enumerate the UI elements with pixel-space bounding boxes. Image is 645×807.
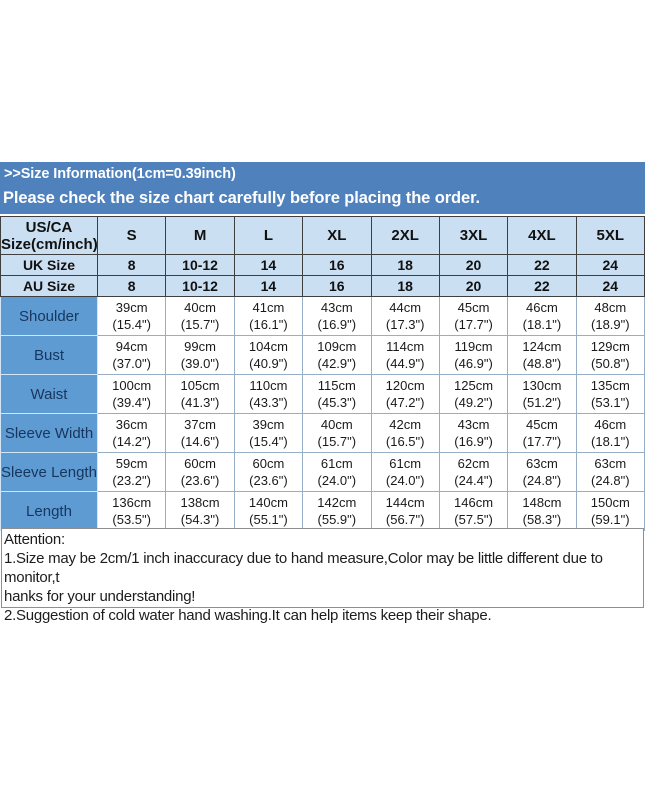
region-size-value: 8 [96,275,167,297]
region-size-label: UK Size [0,254,98,276]
size-value-cell: 100cm (39.4") [96,374,167,414]
size-value-cell: 39cm (15.4") [233,413,304,453]
region-size-value: 10-12 [165,275,235,297]
size-value-cell: 109cm (42.9") [302,335,372,375]
measurement-row: Sleeve Length 59cm (23.2") 60cm (23.6") 60c… [0,452,645,492]
size-value-cell: 120cm (47.2") [370,374,440,414]
size-column-header: 3XL [438,216,509,255]
size-value-cell: 99cm (39.0") [165,335,235,375]
measurement-label: Length [0,491,98,531]
region-size-label: AU Size [0,275,98,297]
attention-note: Attention: 1.Size may be 2cm/1 inch inac… [1,528,644,624]
size-value-cell: 61cm (24.0") [370,452,440,492]
size-value-cell: 60cm (23.6") [165,452,235,492]
region-size-value: 14 [233,275,304,297]
region-size-value: 22 [507,254,577,276]
region-size-value: 10-12 [165,254,235,276]
attention-line: hanks for your understanding! [4,588,196,605]
size-value-cell: 119cm (46.9") [438,335,509,375]
size-info-banner: >>Size Information(1cm=0.39inch) Please … [0,162,645,214]
size-value-cell: 135cm (53.1") [575,374,645,414]
size-value-cell: 40cm (15.7") [302,413,372,453]
measurement-row: Bust 94cm (37.0") 99cm (39.0") 104cm (40.9"… [0,335,645,375]
size-value-cell: 129cm (50.8") [575,335,645,375]
size-column-header: 4XL [507,216,577,255]
size-value-cell: 42cm (16.5") [370,413,440,453]
size-chart-table: US/CA Size(cm/inch) S M L XL 2XL 3XL 4XL 5XL UK S… [0,216,645,531]
size-value-cell: 41cm (16.1") [233,296,304,336]
size-column-header: M [165,216,235,255]
size-value-cell: 104cm (40.9") [233,335,304,375]
size-column-header: 2XL [370,216,440,255]
size-info-title: >>Size Information(1cm=0.39inch) [4,166,236,182]
measurement-label: Bust [0,335,98,375]
size-chart-warning: Please check the size chart carefully be… [3,189,480,207]
size-value-cell: 46cm (18.1") [507,296,577,336]
size-value-cell: 63cm (24.8") [507,452,577,492]
size-column-header: L [233,216,304,255]
region-size-value: 16 [302,275,372,297]
size-value-cell: 140cm (55.1") [233,491,304,531]
size-value-cell: 60cm (23.6") [233,452,304,492]
region-size-value: 24 [575,275,645,297]
size-value-cell: 62cm (24.4") [438,452,509,492]
region-size-value: 18 [370,254,440,276]
region-size-value: 18 [370,275,440,297]
size-value-cell: 114cm (44.9") [370,335,440,375]
size-value-cell: 150cm (59.1") [575,491,645,531]
region-size-value: 24 [575,254,645,276]
size-value-cell: 105cm (41.3") [165,374,235,414]
measurement-row: Shoulder 39cm (15.4") 40cm (15.7") 41cm (16… [0,296,645,336]
measurement-label: Sleeve Width [0,413,98,453]
size-column-header: S [96,216,167,255]
table-header-row: US/CA Size(cm/inch) S M L XL 2XL 3XL 4XL 5XL [0,216,645,255]
size-value-cell: 45cm (17.7") [507,413,577,453]
measurement-row: Length 136cm (53.5") 138cm (54.3") 140cm (5… [0,491,645,531]
size-value-cell: 36cm (14.2") [96,413,167,453]
measurement-label: Shoulder [0,296,98,336]
region-size-value: 8 [96,254,167,276]
attention-line: 1.Size may be 2cm/1 inch inaccuracy due … [4,550,603,586]
size-value-cell: 136cm (53.5") [96,491,167,531]
size-value-cell: 115cm (45.3") [302,374,372,414]
region-size-value: 22 [507,275,577,297]
corner-header-cell: US/CA Size(cm/inch) [0,216,98,255]
size-value-cell: 46cm (18.1") [575,413,645,453]
size-value-cell: 110cm (43.3") [233,374,304,414]
size-value-cell: 146cm (57.5") [438,491,509,531]
size-value-cell: 148cm (58.3") [507,491,577,531]
size-value-cell: 61cm (24.0") [302,452,372,492]
size-value-cell: 59cm (23.2") [96,452,167,492]
size-value-cell: 125cm (49.2") [438,374,509,414]
size-value-cell: 94cm (37.0") [96,335,167,375]
size-value-cell: 45cm (17.7") [438,296,509,336]
size-value-cell: 63cm (24.8") [575,452,645,492]
measurement-row: Waist 100cm (39.4") 105cm (41.3") 110cm (43… [0,374,645,414]
size-value-cell: 43cm (16.9") [302,296,372,336]
size-value-cell: 40cm (15.7") [165,296,235,336]
region-size-value: 20 [438,275,509,297]
size-value-cell: 124cm (48.8") [507,335,577,375]
measurement-label: Waist [0,374,98,414]
attention-title: Attention: [4,531,65,548]
region-size-value: 20 [438,254,509,276]
au-size-row: AU Size 8 10-12 14 16 18 20 22 24 [0,275,645,297]
measurement-label: Sleeve Length [0,452,98,492]
uk-size-row: UK Size 8 10-12 14 16 18 20 22 24 [0,254,645,276]
attention-line: 2.Suggestion of cold water hand washing.… [4,607,492,624]
size-value-cell: 44cm (17.3") [370,296,440,336]
size-value-cell: 43cm (16.9") [438,413,509,453]
size-value-cell: 144cm (56.7") [370,491,440,531]
size-value-cell: 39cm (15.4") [96,296,167,336]
size-value-cell: 37cm (14.6") [165,413,235,453]
region-size-value: 16 [302,254,372,276]
size-column-header: 5XL [575,216,645,255]
size-value-cell: 138cm (54.3") [165,491,235,531]
measurement-row: Sleeve Width 36cm (14.2") 37cm (14.6") 39cm… [0,413,645,453]
size-value-cell: 130cm (51.2") [507,374,577,414]
size-value-cell: 48cm (18.9") [575,296,645,336]
size-column-header: XL [302,216,372,255]
region-size-value: 14 [233,254,304,276]
size-value-cell: 142cm (55.9") [302,491,372,531]
